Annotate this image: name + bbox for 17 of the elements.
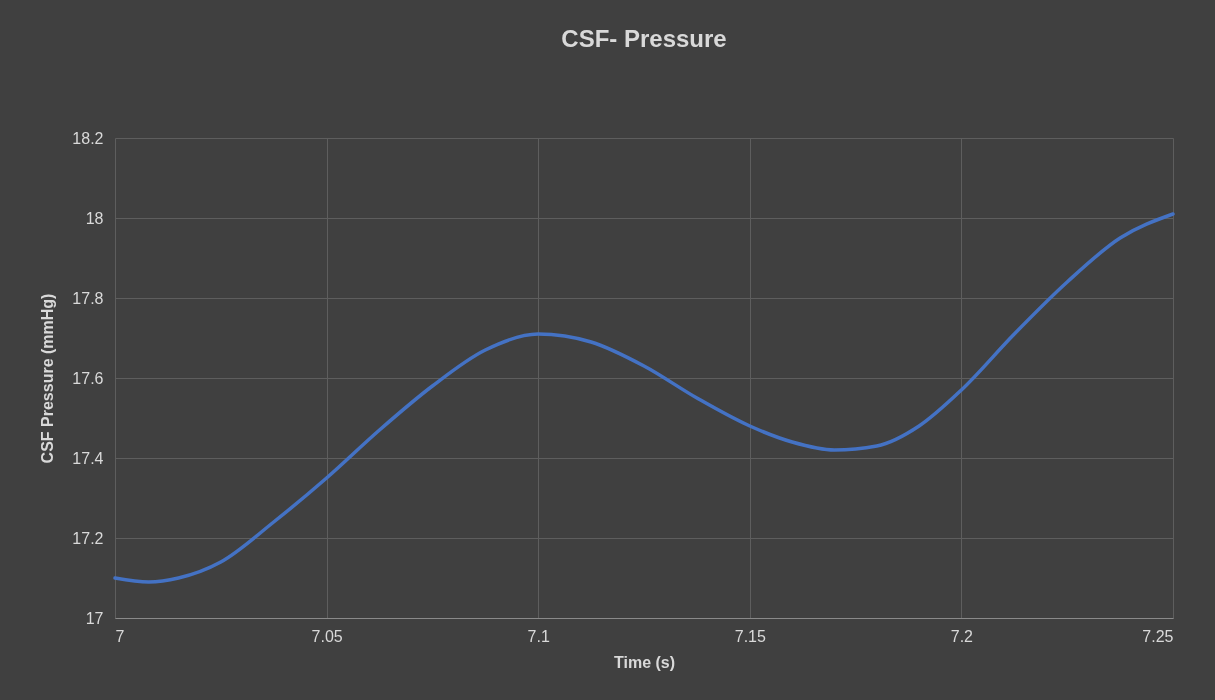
- y-axis-title: CSF Pressure (mmHg): [39, 293, 57, 464]
- x-tick-label: 7.15: [734, 627, 766, 645]
- y-tick-label: 18: [85, 209, 104, 227]
- x-tick-label: 7.2: [950, 627, 974, 645]
- y-tick-label: 17.6: [72, 369, 104, 387]
- y-tick-label: 17.8: [72, 289, 104, 307]
- line-series: [113, 212, 1175, 584]
- x-axis-title: Time (s): [613, 653, 676, 671]
- y-tick-label: 17: [85, 609, 104, 627]
- y-tick-label: 17.2: [72, 529, 104, 547]
- x-tick-label: 7: [115, 627, 125, 645]
- y-tick-label: 17.4: [72, 449, 104, 467]
- x-tick-label: 7.25: [1142, 627, 1174, 645]
- x-tick-label: 7.1: [527, 627, 550, 645]
- x-tick-label: 7.05: [311, 627, 343, 645]
- y-tick-label: 18.2: [72, 129, 104, 147]
- chart-title: CSF- Pressure: [561, 25, 727, 52]
